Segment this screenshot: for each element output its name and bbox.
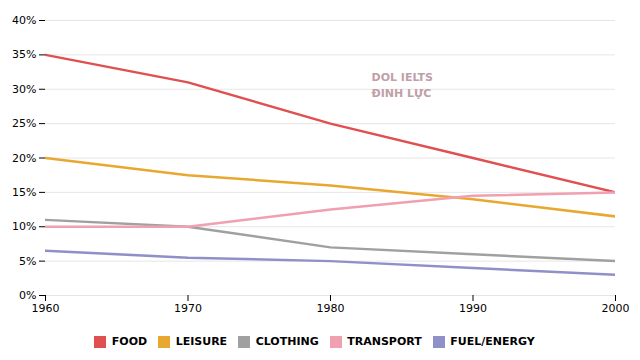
html-text:FUEL/ENERGY: FUEL/ENERGY: [450, 335, 535, 348]
svg-text:25%: 25%: [12, 117, 36, 130]
svg-text:5%: 5%: [19, 255, 36, 268]
svg-text:20%: 20%: [12, 152, 36, 165]
svg-text:1980: 1980: [317, 302, 345, 315]
svg-text:2000: 2000: [602, 302, 630, 315]
svg-text:10%: 10%: [12, 220, 36, 233]
svg-text:1970: 1970: [174, 302, 202, 315]
svg-text:1990: 1990: [459, 302, 487, 315]
svg-text:30%: 30%: [12, 83, 36, 96]
html-text:CLOTHING: CLOTHING: [255, 335, 319, 348]
html-text:FOOD: FOOD: [111, 335, 148, 348]
svg-text:35%: 35%: [12, 48, 36, 61]
svg-text:15%: 15%: [12, 186, 36, 199]
html-text:TRANSPORT: TRANSPORT: [347, 335, 422, 348]
svg-text:40%: 40%: [12, 14, 36, 27]
svg-text:DOL IELTSĐINH LỰC: DOL IELTSĐINH LỰC: [372, 71, 434, 99]
svg-text:1960: 1960: [32, 302, 60, 315]
svg-text:0%: 0%: [19, 289, 36, 302]
html-text:LEISURE: LEISURE: [175, 335, 228, 348]
